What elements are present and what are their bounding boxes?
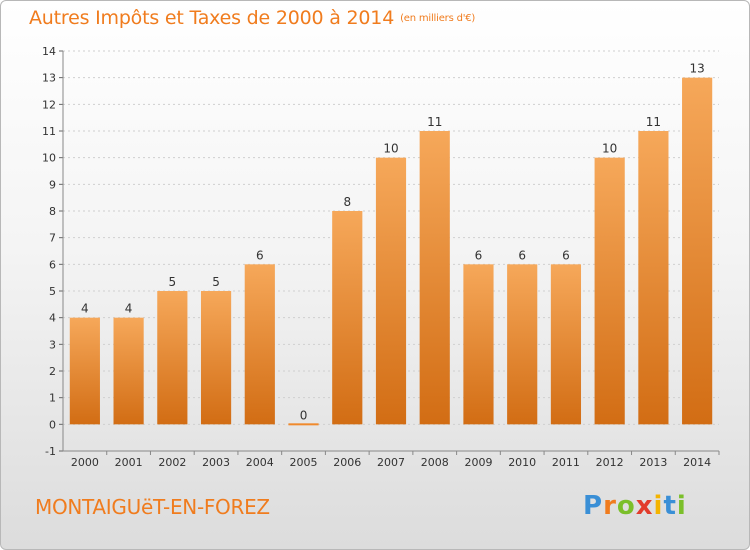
x-tick-label-2001: 2001 (115, 456, 143, 469)
data-label-2009: 6 (475, 248, 483, 262)
x-tick-label-2008: 2008 (421, 456, 449, 469)
x-tick-label-2000: 2000 (71, 456, 99, 469)
city-name: MONTAIGUëT-EN-FOREZ (35, 495, 270, 519)
bar-2000 (69, 317, 100, 425)
logo-letter: i (653, 491, 664, 521)
bar-2009 (463, 264, 494, 425)
x-tick-label-2007: 2007 (377, 456, 405, 469)
chart-title-text: Autres Impôts et Taxes de 2000 à 2014 (29, 7, 395, 29)
data-label-2002: 5 (169, 275, 177, 289)
y-tick-label: 4 (49, 312, 56, 325)
y-tick-label: 9 (49, 178, 56, 191)
bar-2013 (638, 131, 669, 425)
chart-title: Autres Impôts et Taxes de 2000 à 2014 (en… (29, 7, 475, 29)
y-tick-label: 7 (49, 232, 56, 245)
data-label-2014: 13 (689, 62, 704, 76)
bar-layer (69, 77, 713, 426)
label-layer: 4 4 5 5 6 0 8 10 11 6 6 6 10 11 13 (81, 62, 705, 423)
logo-letter: t (663, 491, 677, 521)
bar-2003 (200, 291, 232, 425)
data-label-2005: 0 (300, 408, 308, 422)
y-tick-label: 8 (49, 205, 56, 218)
data-label-2008: 11 (427, 115, 442, 129)
chart-unit: (en milliers d'€) (400, 13, 476, 24)
logo-letter: o (616, 491, 636, 521)
x-tick-label-2009: 2009 (464, 456, 492, 469)
bar-2012 (594, 157, 625, 425)
x-tick-label-2013: 2013 (639, 456, 667, 469)
y-tick-label: 12 (42, 98, 56, 111)
bar-2005 (288, 423, 319, 426)
bar-2014 (682, 77, 713, 425)
bar-2008 (419, 131, 450, 425)
bar-2007 (375, 157, 407, 425)
y-tick-label: 14 (42, 45, 56, 58)
logo-letter: i (676, 491, 687, 521)
x-tick-label-2010: 2010 (508, 456, 536, 469)
x-tick-label-2011: 2011 (552, 456, 580, 469)
y-tick-label: 13 (42, 72, 56, 85)
proxiti-logo[interactable]: Proxiti (583, 491, 687, 521)
x-tick-label-2014: 2014 (683, 456, 711, 469)
data-label-2000: 4 (81, 302, 89, 316)
data-label-2006: 8 (343, 195, 351, 209)
y-tick-label: 5 (49, 285, 56, 298)
x-tick-label-2012: 2012 (596, 456, 624, 469)
bar-2006 (332, 211, 363, 425)
bar-2002 (157, 291, 188, 425)
y-tick-label: 3 (49, 338, 56, 351)
logo-letter: x (635, 491, 654, 521)
data-label-2011: 6 (562, 248, 570, 262)
y-tick-label: 10 (42, 152, 56, 165)
bar-2010 (507, 264, 538, 425)
logo-letter: r (603, 491, 617, 521)
data-label-2010: 6 (518, 248, 526, 262)
data-label-2001: 4 (125, 302, 133, 316)
data-label-2012: 10 (602, 142, 617, 156)
bar-2004 (244, 264, 275, 425)
data-label-2003: 5 (212, 275, 220, 289)
data-label-2004: 6 (256, 248, 264, 262)
data-label-2007: 10 (383, 142, 398, 156)
logo-letter: P (583, 491, 604, 521)
x-tick-label-2004: 2004 (246, 456, 274, 469)
y-tick-label: 2 (49, 365, 56, 378)
x-tick-label-2006: 2006 (333, 456, 361, 469)
y-tick-label: 11 (42, 125, 56, 138)
bar-2001 (113, 317, 144, 425)
x-tick-label-2003: 2003 (202, 456, 230, 469)
bar-2011 (550, 264, 582, 425)
y-tick-label: 1 (49, 392, 56, 405)
x-tick-label-2005: 2005 (290, 456, 318, 469)
y-tick-label: 6 (49, 258, 56, 271)
y-tick-label: -1 (45, 445, 56, 458)
data-label-2013: 11 (646, 115, 661, 129)
x-tick-label-2002: 2002 (158, 456, 186, 469)
y-tick-label: 0 (49, 418, 56, 431)
